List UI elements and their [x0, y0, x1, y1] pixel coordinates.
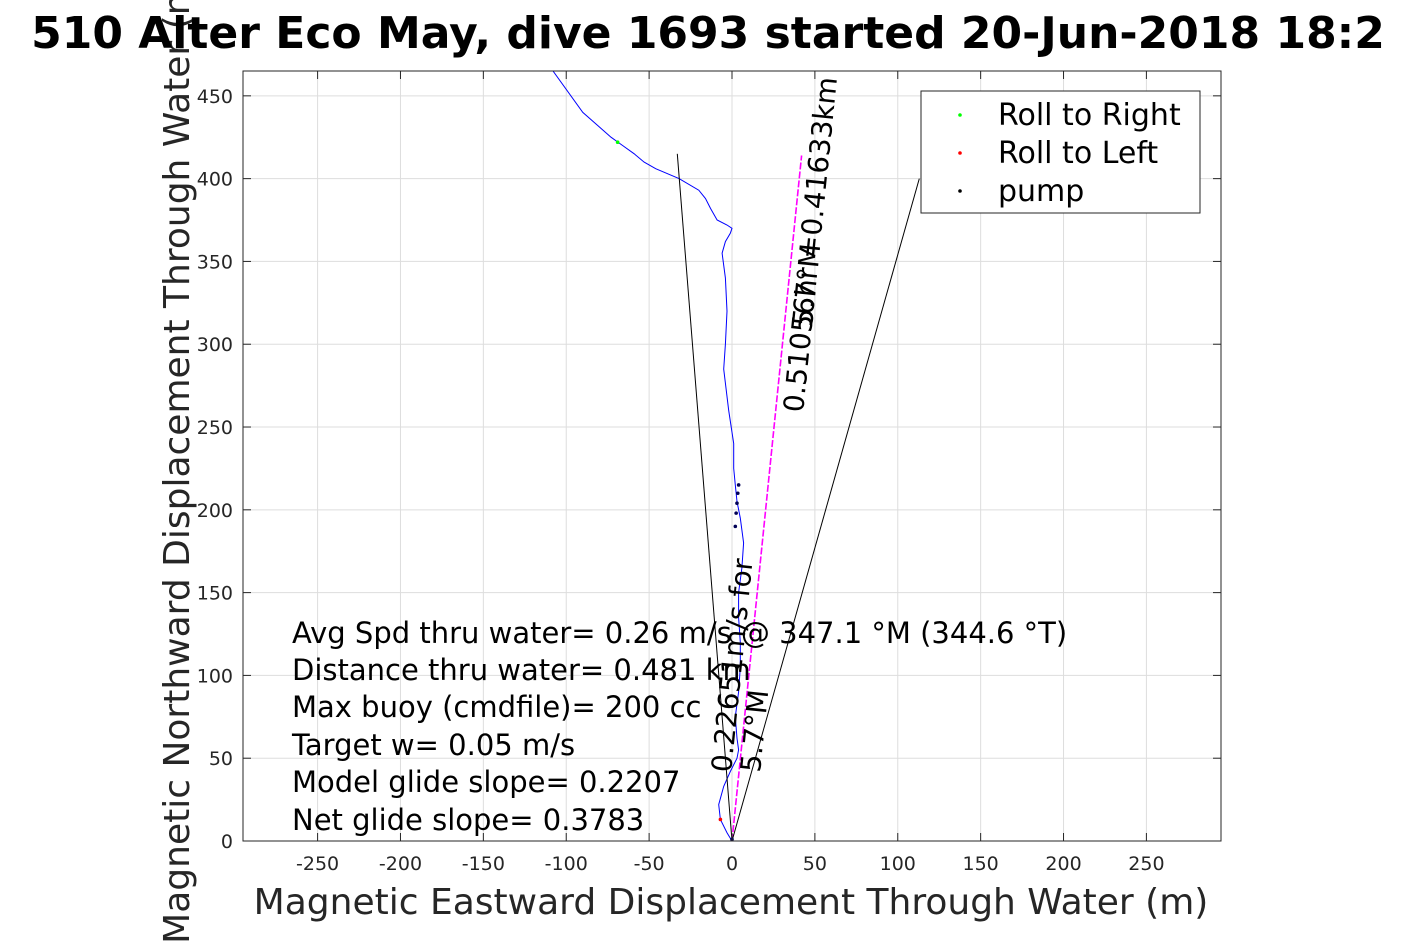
stats-target-w: Target w= 0.05 m/s: [291, 728, 575, 762]
x-tick-label: -50: [634, 853, 665, 875]
marker-layer: [615, 140, 741, 842]
ticks: -250 -200 -150 -100 -50 0 50 100 150 200 250 0 50 100…: [197, 71, 1221, 875]
x-tick-label: 200: [1045, 853, 1081, 875]
legend-label-roll-left: Roll to Left: [998, 136, 1158, 171]
x-tick-label: -200: [379, 853, 422, 875]
x-tick-label: -150: [462, 853, 505, 875]
legend: Roll to Right Roll to Left pump: [920, 90, 1201, 214]
y-tick-label: 100: [197, 665, 233, 687]
x-tick-label: -100: [545, 853, 588, 875]
legend-marker-roll-right: [958, 113, 962, 117]
legend-marker-pump: [958, 189, 962, 193]
series-wedge-left: [676, 153, 733, 841]
y-tick-label: 300: [197, 334, 233, 356]
series-wedge-right: [731, 178, 920, 841]
stats-max-buoy: Max buoy (cmdfile)= 200 cc: [292, 690, 701, 724]
marker-roll-left: [718, 817, 723, 822]
marker-pump: [734, 511, 738, 515]
x-tick-label: 0: [726, 853, 738, 875]
legend-box: [920, 90, 1201, 214]
x-tick-label: 250: [1128, 853, 1164, 875]
y-axis-label: Magnetic Northward Displacement Through …: [157, 0, 198, 944]
stats-model-glide: Model glide slope= 0.2207: [292, 765, 680, 799]
x-tick-label: -250: [296, 853, 339, 875]
stats-net-glide: Net glide slope= 0.3783: [292, 803, 644, 837]
y-tick-label: 50: [209, 748, 233, 770]
y-tick-label: 400: [197, 169, 233, 191]
x-tick-label: 150: [963, 853, 999, 875]
y-tick-label: 0: [221, 831, 233, 853]
x-axis-label: Magnetic Eastward Displacement Through W…: [254, 882, 1209, 923]
stats-annotation: Avg Spd thru water= 0.26 m/s @ 347.1 °M …: [291, 616, 1067, 837]
x-tick-label: 50: [803, 853, 827, 875]
y-tick-label: 450: [197, 86, 233, 108]
stats-distance: Distance thru water= 0.481 km: [292, 653, 751, 687]
marker-pump: [733, 524, 738, 529]
series-track: [552, 71, 745, 841]
y-tick-label: 150: [197, 583, 233, 605]
x-tick-label: 100: [880, 853, 916, 875]
y-tick-label: 350: [197, 251, 233, 273]
legend-marker-roll-left: [958, 151, 962, 155]
series-heading-line: [731, 155, 803, 841]
marker-roll-right: [615, 140, 620, 145]
series-layer: [552, 71, 920, 841]
marker-pump: [736, 483, 741, 487]
legend-label-roll-right: Roll to Right: [998, 98, 1181, 133]
y-tick-label: 200: [197, 500, 233, 522]
chart-title: 510 Alter Eco May, dive 1693 started 20-…: [31, 8, 1385, 59]
marker-pump: [735, 501, 739, 505]
marker-pump: [736, 491, 740, 496]
y-tick-label: 250: [197, 417, 233, 439]
stats-avg-speed: Avg Spd thru water= 0.26 m/s @ 347.1 °M …: [292, 616, 1067, 650]
legend-label-pump: pump: [998, 174, 1084, 209]
